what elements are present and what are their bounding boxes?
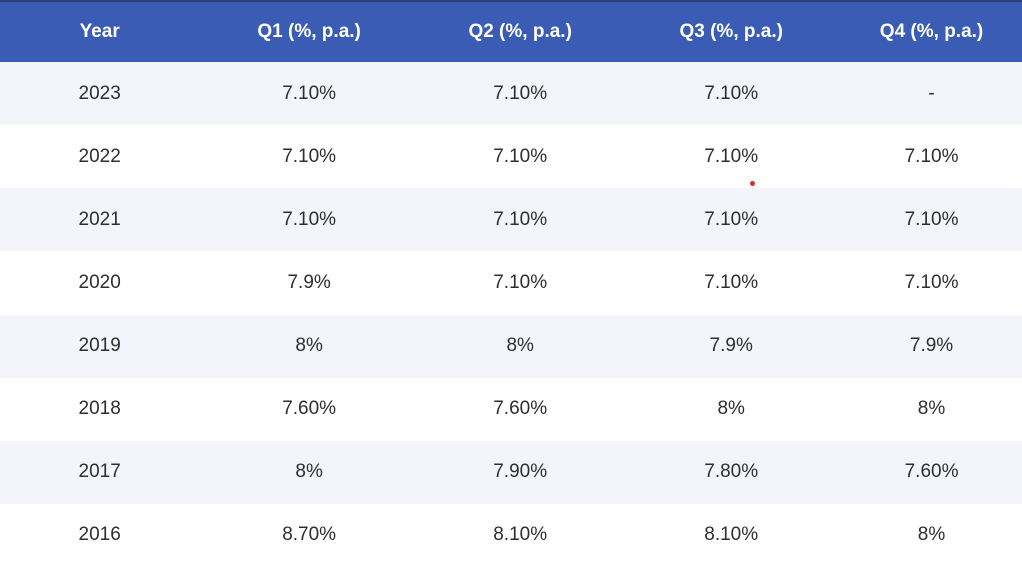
cell-q4: 7.10%: [841, 188, 1022, 252]
table-row-2018: 2018 7.60% 7.60% 8% 8%: [0, 377, 1022, 441]
cell-year: 2019: [0, 314, 200, 378]
cell-q2: 7.90%: [419, 440, 622, 504]
cell-year: 2023: [0, 62, 200, 126]
column-header-q4: Q4 (%, p.a.): [841, 2, 1022, 62]
cell-q3: 7.10%: [621, 188, 842, 252]
cell-q1: 7.10%: [199, 62, 419, 126]
cell-q3: 8%: [621, 377, 842, 441]
cell-q4: 8%: [841, 377, 1022, 441]
table-row-2016: 2016 8.70% 8.10% 8.10% 8%: [0, 503, 1022, 567]
cell-q4: 7.9%: [841, 314, 1022, 378]
cell-q4: -: [841, 62, 1022, 126]
table-row-2022: 2022 7.10% 7.10% 7.10% 7.10%: [0, 125, 1022, 189]
cell-q3: 7.10%: [621, 62, 842, 126]
cell-q2: 7.10%: [419, 188, 622, 252]
cell-q2: 7.10%: [419, 251, 622, 315]
cell-q1: 7.10%: [199, 125, 419, 189]
cell-q3: 7.10%: [621, 251, 842, 315]
cell-year: 2021: [0, 188, 200, 252]
cell-q1: 7.10%: [199, 188, 419, 252]
column-header-q3: Q3 (%, p.a.): [621, 2, 842, 62]
header-row: Year Q1 (%, p.a.) Q2 (%, p.a.) Q3 (%, p.…: [0, 2, 1022, 62]
cell-q3: 7.9%: [621, 314, 842, 378]
cell-q2: 8.10%: [419, 503, 622, 567]
cell-year: 2022: [0, 125, 200, 189]
cell-q1: 7.60%: [199, 377, 419, 441]
table-row-2020: 2020 7.9% 7.10% 7.10% 7.10%: [0, 251, 1022, 315]
cell-q1: 8%: [199, 440, 419, 504]
cell-q3: 8.10%: [621, 503, 842, 567]
cell-q2: 7.10%: [419, 125, 622, 189]
cell-q1: 7.9%: [199, 251, 419, 315]
cell-year: 2018: [0, 377, 200, 441]
column-header-year: Year: [0, 2, 200, 62]
cell-q4: 7.10%: [841, 251, 1022, 315]
cell-q3: 7.10%: [621, 125, 842, 189]
cell-q4: 7.10%: [841, 125, 1022, 189]
table-row-2019: 2019 8% 8% 7.9% 7.9%: [0, 314, 1022, 378]
table-row-2021: 2021 7.10% 7.10% 7.10% 7.10%: [0, 188, 1022, 252]
cell-q4: 7.60%: [841, 440, 1022, 504]
red-dot-marker: [750, 181, 755, 186]
cell-q3: 7.80%: [621, 440, 842, 504]
cell-q2: 7.10%: [419, 62, 622, 126]
cell-q2: 7.60%: [419, 377, 622, 441]
column-header-q1: Q1 (%, p.a.): [199, 2, 419, 62]
cell-q2: 8%: [419, 314, 622, 378]
cell-year: 2017: [0, 440, 200, 504]
table-row-2023: 2023 7.10% 7.10% 7.10% -: [0, 62, 1022, 126]
cell-year: 2020: [0, 251, 200, 315]
cell-year: 2016: [0, 503, 200, 567]
table-row-2017: 2017 8% 7.90% 7.80% 7.60%: [0, 440, 1022, 504]
cell-q4: 8%: [841, 503, 1022, 567]
cell-q1: 8%: [199, 314, 419, 378]
cell-q1: 8.70%: [199, 503, 419, 567]
column-header-q2: Q2 (%, p.a.): [419, 2, 622, 62]
